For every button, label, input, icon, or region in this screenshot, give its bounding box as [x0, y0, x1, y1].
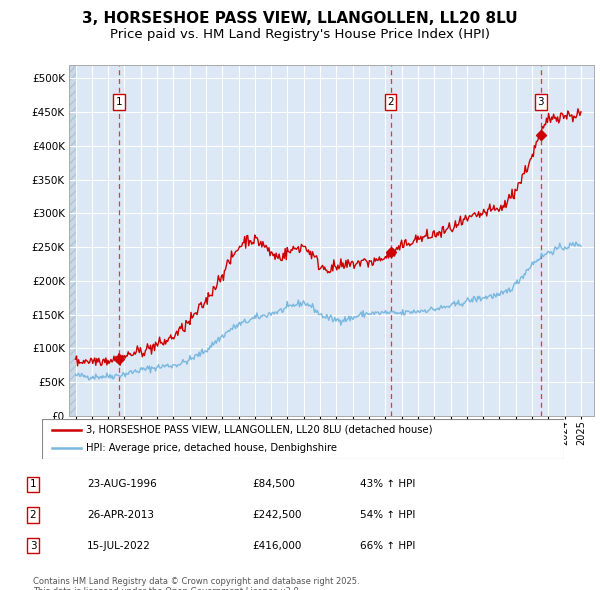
- Text: 3, HORSESHOE PASS VIEW, LLANGOLLEN, LL20 8LU: 3, HORSESHOE PASS VIEW, LLANGOLLEN, LL20…: [82, 11, 518, 25]
- Text: £84,500: £84,500: [252, 480, 295, 489]
- Bar: [69, 65, 76, 416]
- Text: 26-APR-2013: 26-APR-2013: [87, 510, 154, 520]
- Bar: [69, 65, 76, 416]
- Text: HPI: Average price, detached house, Denbighshire: HPI: Average price, detached house, Denb…: [86, 443, 337, 453]
- Text: 3, HORSESHOE PASS VIEW, LLANGOLLEN, LL20 8LU (detached house): 3, HORSESHOE PASS VIEW, LLANGOLLEN, LL20…: [86, 425, 433, 435]
- Text: 2: 2: [387, 97, 394, 107]
- Text: 1: 1: [115, 97, 122, 107]
- Text: 54% ↑ HPI: 54% ↑ HPI: [360, 510, 415, 520]
- Text: 3: 3: [538, 97, 544, 107]
- Text: Price paid vs. HM Land Registry's House Price Index (HPI): Price paid vs. HM Land Registry's House …: [110, 28, 490, 41]
- Text: 23-AUG-1996: 23-AUG-1996: [87, 480, 157, 489]
- Text: 43% ↑ HPI: 43% ↑ HPI: [360, 480, 415, 489]
- Text: £242,500: £242,500: [252, 510, 302, 520]
- Text: £416,000: £416,000: [252, 541, 301, 550]
- Text: Contains HM Land Registry data © Crown copyright and database right 2025.
This d: Contains HM Land Registry data © Crown c…: [33, 577, 359, 590]
- Text: 1: 1: [29, 480, 37, 489]
- Text: 3: 3: [29, 541, 37, 550]
- Text: 66% ↑ HPI: 66% ↑ HPI: [360, 541, 415, 550]
- Text: 15-JUL-2022: 15-JUL-2022: [87, 541, 151, 550]
- Text: 2: 2: [29, 510, 37, 520]
